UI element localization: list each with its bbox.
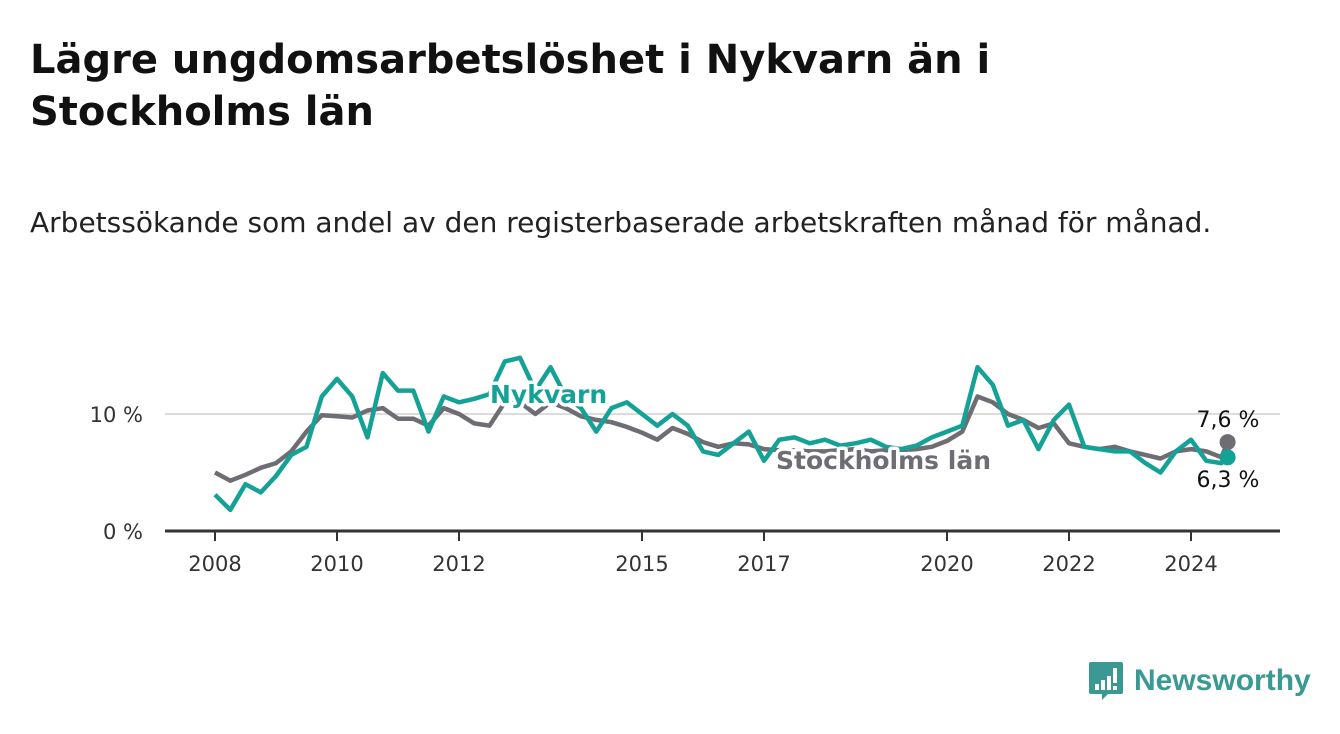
end-point-nykvarn bbox=[1219, 449, 1236, 466]
end-point-stockholm bbox=[1219, 434, 1236, 451]
series-line-nykvarn bbox=[213, 355, 1230, 513]
series-label-nykvarn-halo: Nykvarn bbox=[490, 380, 607, 409]
series-label-stockholm: Stockholms län bbox=[776, 446, 991, 475]
series-label-stockholm-halo: Stockholms län bbox=[776, 446, 991, 475]
series-label-nykvarn: Nykvarn bbox=[490, 380, 607, 409]
series-line-stockholm bbox=[213, 394, 1230, 483]
end-label-stockholm: 7,6 % bbox=[1197, 408, 1260, 433]
x-tick-label: 2022 bbox=[1042, 552, 1095, 576]
brand-name: Newsworthy bbox=[1134, 664, 1311, 697]
x-tick-label: 2012 bbox=[432, 552, 485, 576]
x-tick-label: 2024 bbox=[1164, 552, 1217, 576]
bar-chart-logo-icon bbox=[1089, 662, 1123, 700]
chart-title: Lägre ungdomsarbetslöshet i Nykvarn än i… bbox=[30, 37, 991, 135]
newsworthy-logo: Newsworthy bbox=[1088, 660, 1311, 702]
x-tick-label: 2017 bbox=[737, 552, 790, 576]
x-tick-label: 2020 bbox=[920, 552, 973, 576]
x-tick-label: 2008 bbox=[188, 552, 241, 576]
chart-subtitle: Arbetssökande som andel av den registerb… bbox=[30, 206, 1212, 239]
end-label-nykvarn: 6,3 % bbox=[1197, 468, 1260, 493]
x-tick-label: 2015 bbox=[615, 552, 668, 576]
x-tick-label: 2010 bbox=[310, 552, 363, 576]
y-tick-label: 10 % bbox=[90, 403, 143, 427]
line-chart: 0 % 10 % 2008 2010 2012 2015 2017 2020 2022 2024… bbox=[90, 355, 1280, 576]
y-tick-label: 0 % bbox=[103, 520, 143, 544]
